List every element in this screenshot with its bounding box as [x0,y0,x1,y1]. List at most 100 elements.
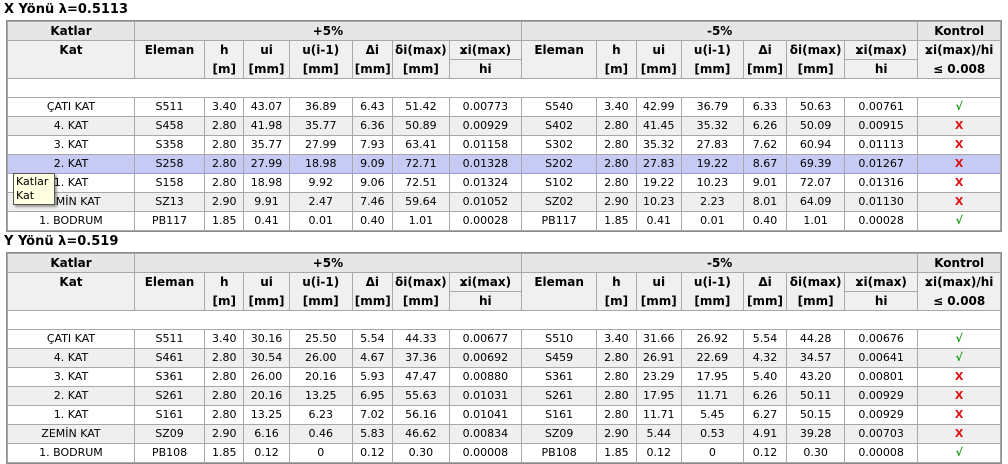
table-row[interactable]: 1. BODRUM PB108 1.85 0.12 0 0.12 0.30 0.00008 PB… [7,443,1001,463]
col-ratio-plus-denom: hi [448,291,522,311]
cell-delta-minus: 4.32 [742,348,788,368]
table-row[interactable]: 2. KAT S258 2.80 27.99 18.98 9.09 72.71 0.01328… [7,154,1001,174]
cell-ui-minus: 42.99 [635,97,682,117]
cell-eleman-minus: S540 [520,97,598,117]
cell-uprev-minus: 10.23 [680,173,744,193]
header-minus-5: -5% [520,21,919,41]
cell-dmax-plus: 72.51 [391,173,450,193]
cell-eleman-plus: S158 [133,173,206,193]
cell-ratio-plus: 0.01158 [448,135,522,155]
cell-eleman-plus: S461 [133,348,206,368]
cell-uprev-plus: 20.16 [288,367,353,387]
col-eleman-plus: Eleman [133,40,206,79]
cell-kat: ÇATI KAT [7,329,135,349]
unit-ui-plus: [mm] [243,291,290,311]
cell-uprev-plus: 9.92 [288,173,353,193]
cell-delta-plus: 5.83 [351,424,393,444]
cell-ui-minus: 23.29 [635,367,682,387]
check-icon: √ [917,211,1001,231]
cell-dmax-minus: 34.57 [786,348,845,368]
cell-dmax-minus: 1.01 [786,211,845,231]
cell-dmax-minus: 50.63 [786,97,845,117]
cell-h-plus: 3.40 [204,329,245,349]
cell-eleman-plus: S511 [133,97,206,117]
cell-ui-plus: 18.98 [243,173,290,193]
col-ratio-plus: ϫi(max) [448,272,522,292]
cell-h-minus: 2.80 [596,367,637,387]
cross-icon: X [917,116,1001,136]
col-ratio-minus: ϫi(max) [843,40,919,60]
cell-ratio-plus: 0.01041 [448,405,522,425]
col-dmax-plus: δi(max) [391,40,450,60]
col-ratio-plus-denom: hi [448,59,522,79]
cell-ratio-minus: 0.00801 [843,367,919,387]
table-row[interactable]: ÇATI KAT S511 3.40 43.07 36.89 6.43 51.42 0.007… [7,97,1001,117]
cell-ratio-plus: 0.01328 [448,154,522,174]
cell-eleman-plus: SZ13 [133,192,206,212]
cell-ratio-plus: 0.00929 [448,116,522,136]
col-dmax-minus: δi(max) [786,40,845,60]
cell-ui-plus: 30.16 [243,329,290,349]
table-row[interactable]: 1. KAT S158 2.80 18.98 9.92 9.06 72.51 0.01324 S… [7,173,1001,193]
cell-delta-plus: 4.67 [351,348,393,368]
cell-h-minus: 2.80 [596,116,637,136]
unit-h-minus: [m] [596,59,637,79]
cell-delta-minus: 9.01 [742,173,788,193]
cell-delta-minus: 0.40 [742,211,788,231]
cell-ui-plus: 41.98 [243,116,290,136]
col-kontrol: ϫi(max)/hi [917,40,1001,60]
cell-ui-minus: 19.22 [635,173,682,193]
cell-dmax-plus: 44.33 [391,329,450,349]
col-kontrol-limit: ≤ 0.008 [917,291,1001,311]
cell-uprev-minus: 2.23 [680,192,744,212]
cell-dmax-plus: 55.63 [391,386,450,406]
cell-h-minus: 2.80 [596,135,637,155]
col-uprev-minus: u(i-1) [680,272,744,292]
cell-kat: 4. KAT [7,348,135,368]
table-row[interactable]: 1. KAT S161 2.80 13.25 6.23 7.02 56.16 0.01041 S… [7,405,1001,425]
table-row[interactable]: 4. KAT S458 2.80 41.98 35.77 6.36 50.89 0.00929… [7,116,1001,136]
cell-eleman-minus: S510 [520,329,598,349]
cell-uprev-minus: 11.71 [680,386,744,406]
cross-icon: X [917,386,1001,406]
cell-dmax-plus: 0.30 [391,443,450,463]
cell-dmax-minus: 50.11 [786,386,845,406]
cell-delta-minus: 6.27 [742,405,788,425]
cell-uprev-plus: 25.50 [288,329,353,349]
cross-icon: X [917,173,1001,193]
cell-h-plus: 2.80 [204,154,245,174]
table-row[interactable]: ZEMİN KAT SZ13 2.90 9.91 2.47 7.46 59.64 0.0105… [7,192,1001,212]
cell-kat: 3. KAT [7,367,135,387]
col-delta-minus: Δi [742,40,788,60]
cross-icon: X [917,135,1001,155]
header-katlar: Katlar [7,21,135,41]
cell-eleman-minus: PB108 [520,443,598,463]
table-row[interactable]: 2. KAT S261 2.80 20.16 13.25 6.95 55.63 0.01031… [7,386,1001,406]
col-delta-plus: Δi [351,272,393,292]
cell-ui-minus: 31.66 [635,329,682,349]
col-ratio-minus-denom: hi [843,291,919,311]
cell-delta-minus: 4.91 [742,424,788,444]
table-row[interactable]: ZEMİN KAT SZ09 2.90 6.16 0.46 5.83 46.62 0.0083… [7,424,1001,444]
cell-ui-minus: 17.95 [635,386,682,406]
cell-ratio-minus: 0.00929 [843,405,919,425]
table-row[interactable]: 4. KAT S461 2.80 30.54 26.00 4.67 37.36 0.00692… [7,348,1001,368]
table-row[interactable]: ÇATI KAT S511 3.40 30.16 25.50 5.54 44.33 0.006… [7,329,1001,349]
tooltip: Katlar Kat [13,173,55,205]
col-eleman-minus: Eleman [520,272,598,311]
table-row[interactable]: 3. KAT S361 2.80 26.00 20.16 5.93 47.47 0.00880… [7,367,1001,387]
cell-h-minus: 2.90 [596,192,637,212]
section-title: Y Yönü λ=0.519 [4,234,119,249]
cross-icon: X [917,405,1001,425]
cell-h-plus: 2.80 [204,405,245,425]
col-h-plus: h [204,272,245,292]
cell-h-plus: 2.80 [204,386,245,406]
cell-dmax-plus: 72.71 [391,154,450,174]
table-row[interactable]: 3. KAT S358 2.80 35.77 27.99 7.93 63.41 0.01158… [7,135,1001,155]
cell-dmax-minus: 60.94 [786,135,845,155]
cell-kat: 3. KAT [7,135,135,155]
table-row[interactable]: 1. BODRUM PB117 1.85 0.41 0.01 0.40 1.01 0.0002… [7,211,1001,231]
cell-uprev-minus: 0 [680,443,744,463]
cell-ratio-minus: 0.00008 [843,443,919,463]
cell-dmax-plus: 63.41 [391,135,450,155]
